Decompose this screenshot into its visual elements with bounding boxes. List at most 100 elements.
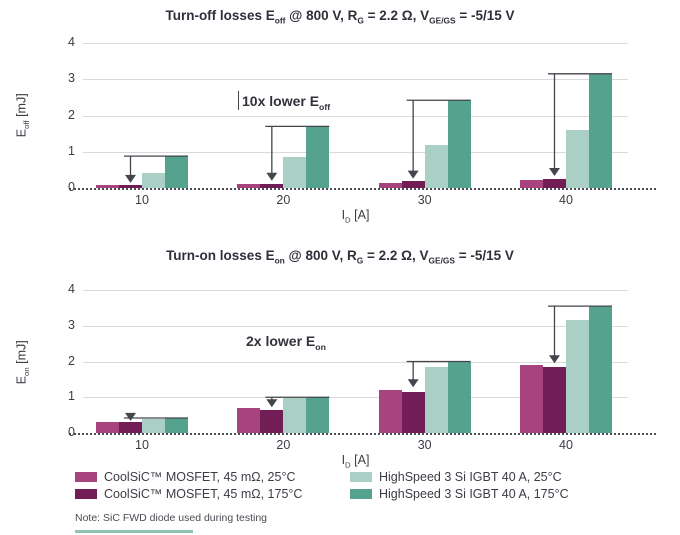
x-tick-label: 10 xyxy=(135,193,149,207)
bar-40A-series1 xyxy=(542,178,566,188)
bar-30A-series2 xyxy=(424,144,448,188)
gridline xyxy=(83,43,628,44)
title-subscript: GE/GS xyxy=(428,255,455,266)
bar-20A-series2 xyxy=(283,157,307,188)
gridline xyxy=(83,397,628,399)
y-tick-label: 2 xyxy=(68,353,75,368)
legend-item-coolsic-25c: CoolSiC™ MOSFET, 45 mΩ, 25°C xyxy=(75,470,295,484)
legend-label: HighSpeed 3 Si IGBT 40 A, 25°C xyxy=(379,470,562,484)
footnote: Note: SiC FWD diode used during testing xyxy=(75,512,268,524)
footer-accent-line xyxy=(75,530,193,533)
x-axis-label: ID [A] xyxy=(341,453,370,470)
bar-10A-series1 xyxy=(119,185,142,188)
bar-20A-series3 xyxy=(306,126,330,188)
y-tick-label: 4 xyxy=(68,282,75,296)
legend-item-igbt-175c: HighSpeed 3 Si IGBT 40 A, 175°C xyxy=(350,487,569,501)
turn-off-losses-chart: Turn-off losses Eoff @ 800 V, RG = 2.2 Ω… xyxy=(0,0,680,238)
bar-20A-series1 xyxy=(260,183,284,188)
legend-label: CoolSiC™ MOSFET, 45 mΩ, 25°C xyxy=(104,470,296,484)
bar-10A-series2 xyxy=(142,419,165,433)
legend-item-coolsic-175c: CoolSiC™ MOSFET, 45 mΩ, 175°C xyxy=(75,487,302,501)
x-tick-label: 40 xyxy=(559,193,573,207)
gridline xyxy=(83,290,628,291)
turn-on-losses-chart: Turn-on losses Eon @ 800 V, RG = 2.2 Ω, … xyxy=(0,240,680,470)
chart-title: Turn-on losses Eon @ 800 V, RG = 2.2 Ω, … xyxy=(0,240,680,266)
bar-10A-series3 xyxy=(165,417,188,433)
legend-label: CoolSiC™ MOSFET, 45 mΩ, 175°C xyxy=(104,487,303,501)
bar-20A-series0 xyxy=(237,407,261,433)
bar-10A-series0 xyxy=(96,422,119,433)
loss-reduction-arrows xyxy=(124,305,612,421)
title-subscript: GE/GS xyxy=(429,15,456,26)
legend: CoolSiC™ MOSFET, 45 mΩ, 25°C CoolSiC™ MO… xyxy=(0,467,680,507)
x-tick-label: 10 xyxy=(135,438,149,452)
reduction-annotation: 10x lower Eoff xyxy=(238,91,330,112)
title-text: = -5/15 V xyxy=(455,8,515,23)
bar-40A-series1 xyxy=(542,366,566,433)
legend-label: HighSpeed 3 Si IGBT 40 A, 175°C xyxy=(379,487,569,501)
y-tick-label: 4 xyxy=(68,35,75,49)
title-text: = 2.2 Ω, V xyxy=(363,8,430,23)
title-text: Turn-on losses E xyxy=(166,248,275,263)
legend-swatch xyxy=(350,472,372,482)
gridline xyxy=(83,115,628,117)
title-text: Turn-off losses E xyxy=(165,8,275,23)
bar-30A-series3 xyxy=(447,361,471,433)
title-text: = -5/15 V xyxy=(455,248,514,263)
bar-30A-series1 xyxy=(401,391,425,433)
bar-40A-series2 xyxy=(565,320,589,433)
legend-swatch xyxy=(350,489,372,499)
x-tick-label: 30 xyxy=(417,438,432,452)
title-text: @ 800 V, R xyxy=(285,8,358,23)
bar-20A-series3 xyxy=(306,396,330,433)
y-tick-label: 0 xyxy=(68,425,75,439)
gridline xyxy=(83,325,628,327)
legend-item-igbt-25c: HighSpeed 3 Si IGBT 40 A, 25°C xyxy=(350,470,562,484)
title-text: @ 800 V, R xyxy=(284,248,357,263)
y-tick-label: 3 xyxy=(68,71,75,86)
x-axis-label: ID [A] xyxy=(341,208,370,225)
bar-20A-series0 xyxy=(237,184,261,188)
bar-30A-series1 xyxy=(401,181,425,188)
bar-40A-series2 xyxy=(565,130,589,188)
title-subscript: G xyxy=(357,15,364,26)
legend-swatch xyxy=(75,472,97,482)
bar-20A-series1 xyxy=(260,409,284,433)
bar-30A-series0 xyxy=(378,182,402,188)
bar-40A-series3 xyxy=(588,306,612,433)
gridline xyxy=(83,79,628,81)
bar-10A-series0 xyxy=(96,185,119,188)
plot-area: Eon [mJ] ID [A] 0 1 2 3 4 10 20 30 40 xyxy=(14,282,656,470)
bar-10A-series1 xyxy=(119,422,142,433)
bar-10A-series2 xyxy=(142,172,165,188)
bar-20A-series2 xyxy=(283,398,307,433)
x-tick-label: 20 xyxy=(276,193,291,207)
x-tick-label: 30 xyxy=(417,193,432,207)
y-tick-label: 3 xyxy=(68,317,75,332)
chart-title: Turn-off losses Eoff @ 800 V, RG = 2.2 Ω… xyxy=(0,0,680,26)
y-axis-label: Eon [mJ] xyxy=(14,340,31,385)
gridline xyxy=(83,151,628,153)
zero-baseline xyxy=(69,188,656,190)
annotation-marker-line xyxy=(238,91,239,110)
bar-10A-series3 xyxy=(165,156,188,188)
title-subscript: off xyxy=(274,15,286,26)
bar-30A-series0 xyxy=(378,390,402,433)
x-tick-label: 40 xyxy=(559,438,573,452)
y-axis-label: Eoff [mJ] xyxy=(14,93,31,138)
plot-area: Eoff [mJ] ID [A] 0 1 2 3 4 10 20 30 40 xyxy=(14,35,656,225)
y-tick-label: 1 xyxy=(68,143,75,158)
loss-reduction-arrows xyxy=(124,73,612,183)
bar-40A-series3 xyxy=(588,73,612,188)
bar-30A-series3 xyxy=(447,100,471,188)
bar-30A-series2 xyxy=(424,366,448,433)
title-subscript: on xyxy=(274,255,285,266)
title-text: = 2.2 Ω, V xyxy=(363,248,429,263)
gridline xyxy=(83,361,628,363)
bar-40A-series0 xyxy=(519,365,543,433)
bar-40A-series0 xyxy=(519,180,543,188)
legend-swatch xyxy=(75,489,97,499)
reduction-annotation: 2x lower Eon xyxy=(246,333,326,352)
zero-baseline xyxy=(69,433,656,435)
x-tick-label: 20 xyxy=(276,438,291,452)
